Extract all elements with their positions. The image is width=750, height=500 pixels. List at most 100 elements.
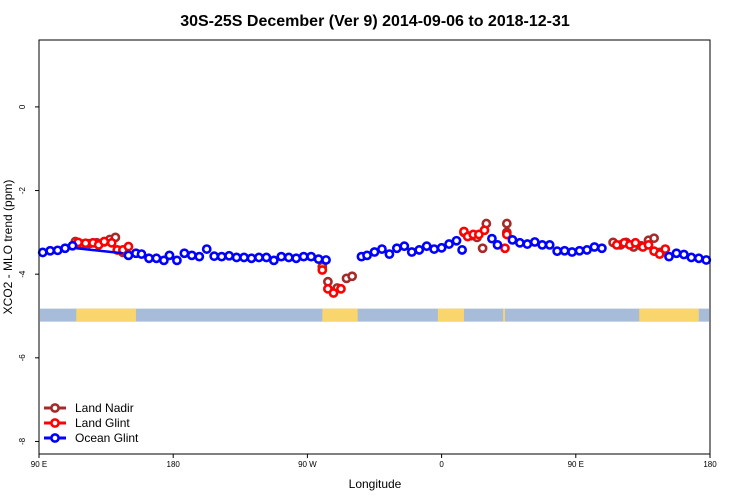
data-point xyxy=(559,245,570,256)
data-point xyxy=(209,251,220,262)
data-point xyxy=(500,243,510,254)
data-point xyxy=(216,251,227,262)
data-point xyxy=(313,254,324,265)
data-point xyxy=(298,251,309,262)
y-tick-label: -6 xyxy=(18,354,27,362)
x-tick-label: 180 xyxy=(703,460,717,469)
data-point xyxy=(451,235,462,246)
data-point xyxy=(336,283,346,294)
legend-marker xyxy=(50,418,60,428)
plot-area xyxy=(37,218,712,322)
data-point xyxy=(444,239,454,249)
x-tick-label: 0 xyxy=(439,460,444,469)
data-point xyxy=(179,248,190,259)
data-point xyxy=(660,244,671,254)
data-point xyxy=(414,245,425,255)
legend-item: Land Nadir xyxy=(44,401,134,415)
data-point xyxy=(529,237,540,247)
data-point xyxy=(514,237,525,248)
y-tick-label: 0 xyxy=(18,104,27,109)
data-point xyxy=(136,249,147,260)
data-point xyxy=(501,229,512,240)
data-point xyxy=(144,253,154,264)
legend-marker xyxy=(50,433,60,443)
y-tick-label: -2 xyxy=(18,186,27,194)
data-point xyxy=(406,247,417,257)
x-axis-label: Longitude xyxy=(349,477,402,491)
data-point xyxy=(643,240,654,250)
data-point xyxy=(477,243,488,254)
data-point xyxy=(664,251,674,262)
y-axis: 0 -2 -4 -6 -8 xyxy=(18,104,39,445)
data-point xyxy=(391,243,402,254)
data-point xyxy=(186,250,197,261)
series-ocean-glint xyxy=(37,233,712,266)
data-point xyxy=(421,241,432,252)
data-point xyxy=(574,245,585,256)
legend-item: Ocean Glint xyxy=(44,431,139,445)
data-point xyxy=(52,245,63,256)
legend-marker xyxy=(50,403,60,413)
x-tick-label: 90 E xyxy=(568,460,584,469)
data-point xyxy=(201,244,212,254)
data-point xyxy=(158,255,169,266)
data-point xyxy=(276,251,287,262)
x-tick-label: 90 W xyxy=(298,460,317,469)
data-point xyxy=(436,242,447,253)
y-tick-label: -4 xyxy=(18,270,27,278)
data-point xyxy=(321,255,331,265)
data-point xyxy=(611,240,622,250)
series-land-glint xyxy=(73,225,671,298)
data-point xyxy=(224,250,235,261)
data-point xyxy=(492,240,503,250)
data-point xyxy=(268,255,279,266)
data-point xyxy=(567,247,577,257)
data-point xyxy=(164,250,175,261)
data-point xyxy=(479,225,490,236)
data-point xyxy=(317,265,328,275)
data-point xyxy=(552,246,563,257)
data-point xyxy=(582,245,592,255)
data-point xyxy=(369,247,380,257)
data-point xyxy=(686,252,697,263)
data-point xyxy=(99,236,110,247)
data-point xyxy=(123,241,134,252)
data-point xyxy=(80,238,91,249)
legend-label: Land Glint xyxy=(75,416,130,430)
data-point xyxy=(596,243,607,254)
data-point xyxy=(67,240,78,251)
data-point xyxy=(630,237,641,248)
data-point xyxy=(679,249,689,260)
x-axis: 90 E 180 90 W 0 90 E 180 xyxy=(31,454,717,469)
data-point xyxy=(45,245,56,256)
data-point xyxy=(671,248,682,259)
y-tick-label: -8 xyxy=(18,437,27,445)
data-point xyxy=(701,255,712,265)
data-point xyxy=(384,249,395,260)
data-point xyxy=(377,244,387,254)
data-point xyxy=(429,244,440,254)
data-point xyxy=(60,243,70,254)
data-point xyxy=(37,247,48,258)
chart-title: 30S-25S December (Ver 9) 2014-09-06 to 2… xyxy=(180,13,570,30)
data-point xyxy=(172,255,182,266)
data-point xyxy=(254,252,264,263)
data-point xyxy=(328,288,339,298)
data-point xyxy=(194,251,205,262)
series-line xyxy=(76,247,124,255)
data-point xyxy=(261,252,272,263)
data-point xyxy=(457,245,468,255)
data-point xyxy=(501,218,512,229)
data-point xyxy=(231,252,242,263)
data-point xyxy=(649,233,659,244)
legend-label: Land Nadir xyxy=(75,401,134,415)
legend-item: Land Glint xyxy=(44,416,130,430)
data-point xyxy=(151,253,162,264)
data-point xyxy=(283,252,294,263)
data-point xyxy=(123,250,134,261)
data-point xyxy=(589,242,600,252)
data-point xyxy=(544,240,555,250)
data-point xyxy=(522,239,533,249)
